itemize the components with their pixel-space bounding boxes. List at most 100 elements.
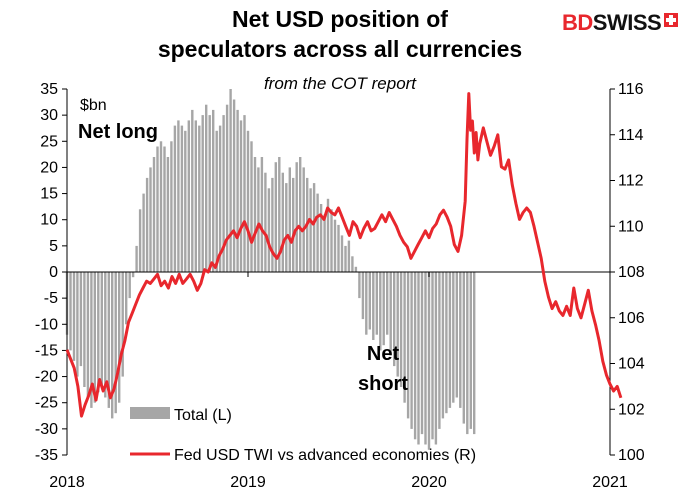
bar [135,245,138,272]
bar [417,272,420,445]
bar [431,272,434,440]
bar [424,272,427,445]
bar [340,235,344,272]
bar [159,141,163,272]
bar [215,130,218,272]
bar [288,167,291,272]
bar [114,272,117,414]
left-axis-tick-label: 10 [40,212,58,229]
bar [72,272,76,361]
chart-title: Net USD position of speculators across a… [120,4,560,64]
bar [201,115,204,272]
bar [389,272,392,356]
bar [83,272,86,387]
bar [138,209,142,272]
bar [222,115,225,272]
x-axis-tick-label: 2021 [592,474,628,491]
bar [448,272,452,408]
bar [302,167,305,272]
bar [194,120,197,273]
right-axis-tick-label: 106 [618,310,645,327]
bar [445,272,448,414]
left-axis-tick-label: 35 [40,81,58,98]
logo-text-bd: BD [562,10,593,35]
left-axis-tick-label: 30 [40,107,58,124]
swiss-flag-icon [664,13,679,27]
annotation-net-long: Net long [78,121,158,143]
bar [264,172,267,272]
bar [257,167,260,272]
chart-subtitle: from the COT report [263,74,417,93]
left-axis-tick-label: -20 [35,369,58,386]
bar [145,177,149,272]
bar [396,272,399,377]
bar [365,272,368,335]
bar [271,177,274,272]
bar [351,256,354,272]
bar [128,272,131,299]
bar [375,272,378,335]
left-axis-tick-label: 20 [40,159,58,176]
right-axis-tick-label: 112 [618,173,644,190]
chart-title-line-1: Net USD position of [232,6,448,32]
bar [292,177,295,272]
bar [368,272,371,330]
right-axis-tick-label: 114 [618,127,644,144]
bar [326,198,330,272]
right-axis-tick-label: 110 [618,218,644,235]
bar [212,109,215,273]
bar [208,115,211,272]
bar [420,272,424,435]
bar [319,204,323,272]
bar [274,162,277,272]
left-axis-tick-label: 25 [40,133,58,150]
bar [205,104,208,272]
left-axis-tick-label: -15 [35,342,58,359]
bar [434,272,438,445]
legend-label-line: Fed USD TWI vs advanced economies (R) [174,447,476,464]
bar [473,272,476,435]
right-axis-tick-label: 104 [618,356,645,373]
bar [462,272,465,424]
left-axis-tick-label: 15 [40,186,58,203]
bar [344,245,347,272]
bar [358,272,361,299]
bar [79,272,83,367]
bar [410,272,413,429]
bdswiss-logo: BDSWISS [562,10,679,36]
bar [413,272,417,440]
bar [309,188,312,272]
left-axis-tick-label: -35 [35,447,58,464]
bar [100,272,103,387]
axes: -35 -30 -25 -20 -15 -10 -5 0 5 10 15 20 25 30 35 100 102… [35,81,645,491]
bar [131,272,135,278]
left-axis-tick-label: -5 [44,290,58,307]
bar [281,172,284,272]
bar [90,272,93,408]
left-axis-tick-label: 5 [49,238,58,255]
bar [253,157,257,272]
right-axis-tick-label: 108 [618,264,645,281]
bar [295,162,298,272]
bar [278,157,281,272]
x-axis-tick-label: 2018 [49,474,85,491]
bar [152,157,156,272]
bar [107,272,110,408]
bar [232,99,236,272]
left-axis-tick-label: -30 [35,421,58,438]
bar [250,141,253,272]
bar [236,109,239,273]
x-axis-tick-label: 2020 [411,474,447,491]
bar [267,188,271,272]
bar [187,120,190,273]
x-axis-tick-label: 2019 [230,474,266,491]
legend-label-bars: Total (L) [174,407,232,424]
bar [330,209,333,272]
bar [399,272,403,387]
bar [97,272,100,393]
bar [163,146,166,272]
bar [452,272,455,403]
bar [372,272,375,340]
bar [361,272,365,320]
